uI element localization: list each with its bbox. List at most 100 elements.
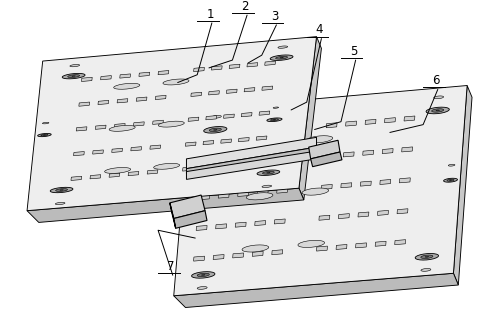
Polygon shape xyxy=(238,138,248,142)
Polygon shape xyxy=(262,128,273,133)
Polygon shape xyxy=(321,184,332,189)
Polygon shape xyxy=(112,148,122,152)
Polygon shape xyxy=(109,125,135,131)
Polygon shape xyxy=(316,246,327,251)
Polygon shape xyxy=(414,253,438,260)
Polygon shape xyxy=(201,164,212,169)
Polygon shape xyxy=(271,250,282,255)
Polygon shape xyxy=(306,136,332,143)
Polygon shape xyxy=(262,86,272,90)
Polygon shape xyxy=(153,163,179,169)
Polygon shape xyxy=(394,240,405,245)
Polygon shape xyxy=(273,107,278,108)
Polygon shape xyxy=(298,37,321,200)
Polygon shape xyxy=(27,188,303,222)
Polygon shape xyxy=(186,147,316,174)
Polygon shape xyxy=(424,256,428,257)
Polygon shape xyxy=(42,122,49,124)
Polygon shape xyxy=(104,168,130,173)
Polygon shape xyxy=(256,136,267,140)
Polygon shape xyxy=(162,79,189,85)
Polygon shape xyxy=(120,74,130,78)
Polygon shape xyxy=(232,253,243,258)
Polygon shape xyxy=(196,225,207,230)
Polygon shape xyxy=(266,172,270,173)
Polygon shape xyxy=(131,147,141,151)
Polygon shape xyxy=(223,114,234,118)
Polygon shape xyxy=(139,72,149,77)
Polygon shape xyxy=(279,157,290,162)
Polygon shape xyxy=(401,147,412,152)
Polygon shape xyxy=(323,153,334,159)
Polygon shape xyxy=(302,188,328,195)
Polygon shape xyxy=(193,256,204,261)
Polygon shape xyxy=(220,162,231,167)
Polygon shape xyxy=(147,170,158,174)
Polygon shape xyxy=(281,127,292,132)
Polygon shape xyxy=(169,203,175,228)
Polygon shape xyxy=(379,180,390,184)
Polygon shape xyxy=(343,152,353,157)
Text: 5: 5 xyxy=(349,45,357,58)
Polygon shape xyxy=(364,119,375,124)
Polygon shape xyxy=(226,89,236,93)
Polygon shape xyxy=(241,113,252,117)
Polygon shape xyxy=(276,188,287,193)
Polygon shape xyxy=(357,212,368,217)
Polygon shape xyxy=(396,209,407,214)
Polygon shape xyxy=(335,245,346,249)
Polygon shape xyxy=(193,67,204,72)
Polygon shape xyxy=(203,126,226,133)
Polygon shape xyxy=(399,178,409,183)
Polygon shape xyxy=(270,119,278,121)
Polygon shape xyxy=(235,222,245,227)
Polygon shape xyxy=(250,141,277,148)
Polygon shape xyxy=(113,83,140,89)
Text: 6: 6 xyxy=(431,74,439,87)
Polygon shape xyxy=(223,132,234,137)
Polygon shape xyxy=(98,100,109,105)
Polygon shape xyxy=(200,165,210,170)
Polygon shape xyxy=(55,202,65,205)
Text: 2: 2 xyxy=(241,0,248,13)
Polygon shape xyxy=(279,57,283,58)
Polygon shape xyxy=(253,161,264,165)
Polygon shape xyxy=(215,224,226,229)
Polygon shape xyxy=(211,115,221,118)
Polygon shape xyxy=(72,76,75,77)
Polygon shape xyxy=(403,116,414,121)
Polygon shape xyxy=(381,148,392,153)
Polygon shape xyxy=(275,56,287,59)
Polygon shape xyxy=(190,92,201,96)
Polygon shape xyxy=(420,255,432,258)
Polygon shape xyxy=(243,87,255,92)
Polygon shape xyxy=(41,134,48,136)
Polygon shape xyxy=(182,167,193,171)
Polygon shape xyxy=(50,187,73,193)
Polygon shape xyxy=(318,215,329,220)
Polygon shape xyxy=(70,64,80,67)
Polygon shape xyxy=(338,214,349,218)
Polygon shape xyxy=(241,245,268,252)
Polygon shape xyxy=(425,107,448,114)
Polygon shape xyxy=(152,120,163,124)
Polygon shape xyxy=(191,272,214,278)
Polygon shape xyxy=(90,175,101,179)
Polygon shape xyxy=(81,77,92,82)
Polygon shape xyxy=(254,220,265,226)
Polygon shape xyxy=(203,133,214,138)
Polygon shape xyxy=(259,111,269,115)
Polygon shape xyxy=(360,181,371,186)
Polygon shape xyxy=(274,219,285,224)
Polygon shape xyxy=(208,91,219,95)
Polygon shape xyxy=(435,110,438,111)
Polygon shape xyxy=(220,139,231,143)
Polygon shape xyxy=(420,269,430,271)
Polygon shape xyxy=(433,96,443,99)
Polygon shape xyxy=(117,99,128,103)
Polygon shape xyxy=(74,151,84,156)
Polygon shape xyxy=(173,273,457,308)
Polygon shape xyxy=(79,102,89,106)
Polygon shape xyxy=(242,130,253,135)
Polygon shape xyxy=(133,122,144,126)
